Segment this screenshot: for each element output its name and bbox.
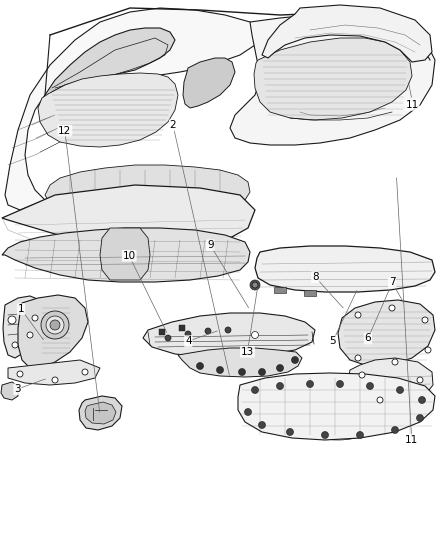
Polygon shape	[159, 329, 165, 335]
Polygon shape	[3, 296, 45, 358]
Polygon shape	[274, 287, 286, 293]
Text: 1: 1	[18, 304, 25, 314]
Circle shape	[392, 426, 399, 433]
Circle shape	[422, 317, 428, 323]
Circle shape	[205, 328, 211, 334]
Polygon shape	[2, 185, 255, 244]
Circle shape	[251, 386, 258, 393]
Polygon shape	[1, 382, 18, 400]
Circle shape	[82, 369, 88, 375]
Circle shape	[258, 368, 265, 376]
Text: 12: 12	[58, 126, 71, 135]
Circle shape	[251, 332, 258, 338]
Circle shape	[355, 312, 361, 318]
Circle shape	[32, 315, 38, 321]
Polygon shape	[304, 290, 316, 296]
Polygon shape	[255, 246, 435, 292]
Circle shape	[321, 432, 328, 439]
Polygon shape	[5, 8, 260, 210]
Circle shape	[367, 383, 374, 390]
Text: 7: 7	[389, 278, 396, 287]
Polygon shape	[254, 38, 412, 120]
Circle shape	[197, 362, 204, 369]
Circle shape	[225, 327, 231, 333]
Polygon shape	[38, 73, 178, 147]
Circle shape	[165, 335, 171, 341]
Circle shape	[276, 365, 283, 372]
Text: 5: 5	[329, 336, 336, 346]
Circle shape	[239, 368, 246, 376]
Circle shape	[276, 383, 283, 390]
Text: 10: 10	[123, 251, 136, 261]
Circle shape	[286, 429, 293, 435]
Circle shape	[417, 377, 423, 383]
Polygon shape	[79, 396, 122, 430]
Text: 6: 6	[364, 334, 371, 343]
Polygon shape	[8, 360, 100, 385]
Circle shape	[417, 415, 424, 422]
Text: 2: 2	[170, 120, 177, 130]
Polygon shape	[143, 313, 315, 357]
Circle shape	[396, 386, 403, 393]
Polygon shape	[179, 325, 185, 331]
Circle shape	[8, 316, 16, 324]
Circle shape	[307, 381, 314, 387]
Polygon shape	[18, 295, 88, 368]
Text: 13: 13	[241, 347, 254, 357]
Polygon shape	[85, 402, 116, 424]
Circle shape	[244, 408, 251, 416]
Circle shape	[41, 311, 69, 339]
Circle shape	[50, 320, 60, 330]
Circle shape	[389, 305, 395, 311]
Polygon shape	[348, 358, 433, 405]
Circle shape	[377, 397, 383, 403]
Circle shape	[392, 359, 398, 365]
Text: 9: 9	[207, 240, 214, 250]
Circle shape	[258, 422, 265, 429]
Circle shape	[252, 282, 258, 288]
Circle shape	[425, 347, 431, 353]
Circle shape	[12, 342, 18, 348]
Text: 11: 11	[405, 435, 418, 445]
Text: 11: 11	[406, 100, 419, 110]
Text: 8: 8	[312, 272, 319, 282]
Text: 3: 3	[14, 384, 21, 394]
Circle shape	[17, 371, 23, 377]
Polygon shape	[338, 300, 435, 366]
Polygon shape	[238, 373, 435, 440]
Circle shape	[418, 397, 425, 403]
Polygon shape	[100, 228, 150, 280]
Circle shape	[357, 432, 364, 439]
Polygon shape	[183, 58, 235, 108]
Circle shape	[216, 367, 223, 374]
Circle shape	[185, 331, 191, 337]
Circle shape	[359, 372, 365, 378]
Polygon shape	[230, 12, 435, 145]
Polygon shape	[2, 228, 250, 282]
Polygon shape	[262, 5, 432, 62]
Circle shape	[250, 280, 260, 290]
Circle shape	[292, 357, 299, 364]
Circle shape	[355, 355, 361, 361]
Circle shape	[27, 332, 33, 338]
Polygon shape	[178, 348, 302, 377]
Circle shape	[336, 381, 343, 387]
Circle shape	[52, 377, 58, 383]
Polygon shape	[45, 28, 175, 100]
Polygon shape	[45, 165, 250, 210]
Circle shape	[46, 316, 64, 334]
Text: 4: 4	[185, 336, 192, 346]
